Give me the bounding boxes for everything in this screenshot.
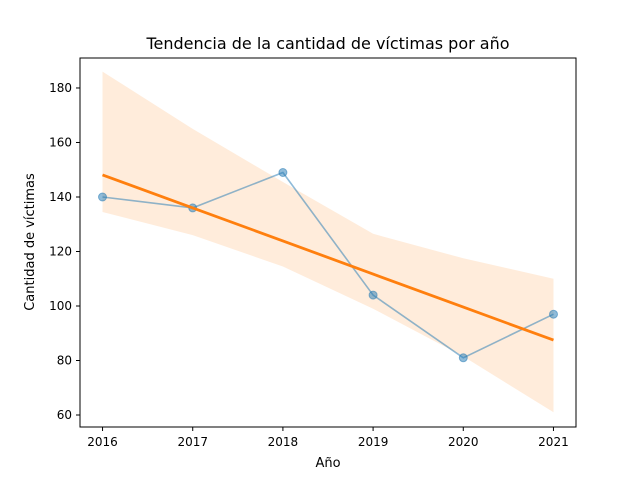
y-tick-label: 160 [49,135,72,149]
y-axis-ticks: 60 80 100 120 140 160 180 [49,81,80,422]
x-axis-label: Año [315,456,340,471]
chart-title: Tendencia de la cantidad de víctimas por… [145,34,509,53]
data-point [278,168,288,177]
y-tick-label: 140 [49,190,72,204]
data-point [368,290,378,300]
y-tick-label: 180 [49,81,72,95]
y-tick-label: 80 [57,354,72,368]
x-tick-label: 2019 [358,435,389,449]
x-tick-label: 2016 [87,435,118,449]
data-point [98,192,107,202]
x-tick-label: 2020 [448,435,479,449]
plot-area [98,71,558,413]
x-axis-ticks: 2016 2017 2018 2019 2020 2021 [87,427,569,449]
axes-frame [79,57,577,428]
x-tick-label: 2018 [268,435,299,449]
y-axis-label: Cantidad de víctimas [23,173,38,311]
data-point [458,353,468,363]
confidence-band [102,71,554,413]
x-tick-label: 2021 [538,435,569,449]
regression-line [102,173,554,342]
y-tick-label: 100 [49,299,72,313]
observed-line [102,171,554,359]
data-point [549,309,558,319]
x-tick-label: 2017 [177,435,208,449]
y-tick-label: 120 [49,244,72,258]
y-tick-label: 60 [57,408,72,422]
